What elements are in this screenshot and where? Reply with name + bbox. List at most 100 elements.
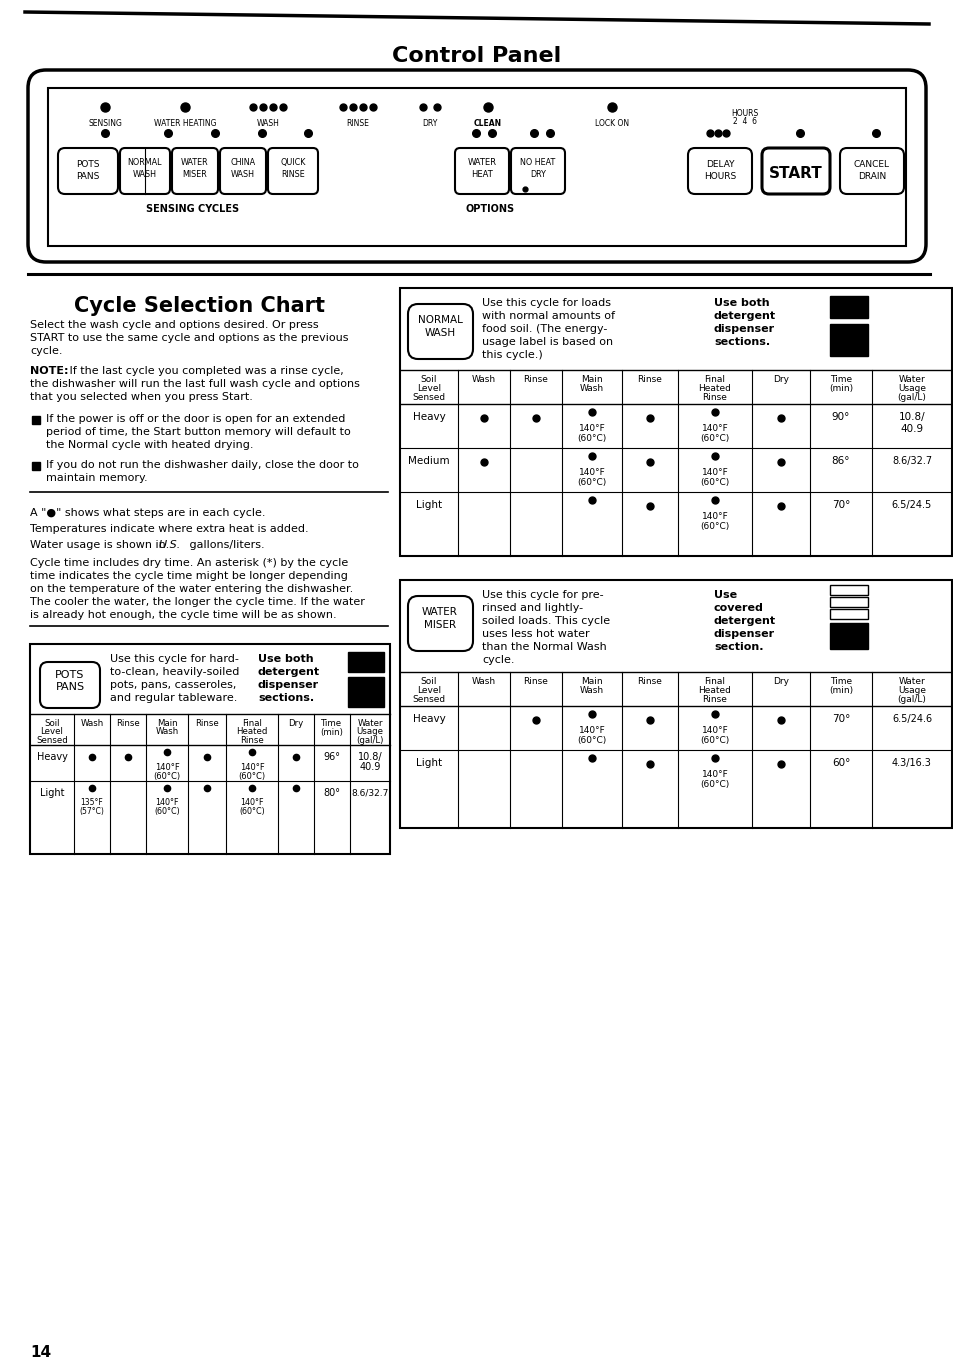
Text: 140°F: 140°F <box>700 512 727 520</box>
FancyBboxPatch shape <box>268 148 317 194</box>
Text: WASH: WASH <box>132 170 157 179</box>
Text: RINSE: RINSE <box>346 120 369 128</box>
Text: MISER: MISER <box>423 620 456 631</box>
Text: U.S.: U.S. <box>158 540 180 550</box>
Text: 80°: 80° <box>323 788 340 798</box>
Bar <box>48 88 905 246</box>
Text: 140°F: 140°F <box>700 424 727 434</box>
Bar <box>829 296 867 318</box>
Text: (60°C): (60°C) <box>577 737 606 745</box>
Text: Rinse: Rinse <box>240 737 264 745</box>
FancyBboxPatch shape <box>408 304 473 359</box>
Text: (60°C): (60°C) <box>700 478 729 487</box>
Text: MISER: MISER <box>182 170 207 179</box>
Text: WATER HEATING: WATER HEATING <box>153 120 216 128</box>
Text: Final: Final <box>703 375 724 385</box>
Text: Rinse: Rinse <box>701 393 727 402</box>
Text: Heated: Heated <box>698 686 731 694</box>
Text: 70°: 70° <box>831 500 849 510</box>
Text: 70°: 70° <box>831 713 849 724</box>
Text: 2  4  6: 2 4 6 <box>732 117 757 126</box>
Text: the Normal cycle with heated drying.: the Normal cycle with heated drying. <box>46 440 253 450</box>
Text: gallons/liters.: gallons/liters. <box>186 540 264 550</box>
Text: Main: Main <box>156 719 177 728</box>
Text: 60°: 60° <box>831 758 849 768</box>
Text: Medium: Medium <box>408 457 450 466</box>
Text: the dishwasher will run the last full wash cycle and options: the dishwasher will run the last full wa… <box>30 379 359 389</box>
Bar <box>348 677 384 707</box>
Text: The cooler the water, the longer the cycle time. If the water: The cooler the water, the longer the cyc… <box>30 597 364 607</box>
Text: NOTE:: NOTE: <box>30 366 69 376</box>
Text: NORMAL: NORMAL <box>128 158 162 167</box>
Text: Time: Time <box>829 375 851 385</box>
Text: 140°F: 140°F <box>578 424 605 434</box>
Text: 140°F: 140°F <box>578 467 605 477</box>
Text: cycle.: cycle. <box>30 347 63 356</box>
FancyBboxPatch shape <box>58 148 118 194</box>
Text: 140°F: 140°F <box>700 726 727 735</box>
Text: 86°: 86° <box>831 457 849 466</box>
Text: (57°C): (57°C) <box>79 807 104 815</box>
Text: Usage: Usage <box>897 686 925 694</box>
Text: dispenser: dispenser <box>713 629 774 639</box>
Text: Rinse: Rinse <box>701 694 727 704</box>
Text: Level: Level <box>416 385 440 393</box>
Bar <box>829 584 867 595</box>
Text: Sensed: Sensed <box>412 694 445 704</box>
Text: (gal/L): (gal/L) <box>897 694 925 704</box>
Text: Wash: Wash <box>579 686 603 694</box>
Text: WASH: WASH <box>256 120 279 128</box>
FancyBboxPatch shape <box>40 662 100 708</box>
Text: Use this cycle for hard-: Use this cycle for hard- <box>110 654 238 665</box>
Text: A "●" shows what steps are in each cycle.: A "●" shows what steps are in each cycle… <box>30 508 265 518</box>
Text: covered: covered <box>713 603 763 613</box>
Text: Temperatures indicate where extra heat is added.: Temperatures indicate where extra heat i… <box>30 525 309 534</box>
Text: Use both: Use both <box>713 298 769 308</box>
Text: Usage: Usage <box>356 727 383 737</box>
Bar <box>399 288 951 556</box>
Text: dispenser: dispenser <box>713 323 774 334</box>
Text: SENSING: SENSING <box>88 120 122 128</box>
Text: (60°C): (60°C) <box>153 772 180 781</box>
Bar <box>829 622 867 650</box>
Text: (60°C): (60°C) <box>577 434 606 443</box>
Text: POTS: POTS <box>55 670 85 680</box>
Text: uses less hot water: uses less hot water <box>481 629 589 639</box>
Text: Main: Main <box>580 677 602 686</box>
Text: 140°F: 140°F <box>578 726 605 735</box>
Text: Rinse: Rinse <box>116 719 140 728</box>
Text: (min): (min) <box>320 727 343 737</box>
Text: NORMAL: NORMAL <box>417 315 462 325</box>
Text: Cycle time includes dry time. An asterisk (*) by the cycle: Cycle time includes dry time. An asteris… <box>30 559 348 568</box>
FancyBboxPatch shape <box>28 71 925 262</box>
Text: Light: Light <box>416 758 441 768</box>
Bar <box>829 323 867 356</box>
Text: WASH: WASH <box>231 170 254 179</box>
Text: food soil. (The energy-: food soil. (The energy- <box>481 323 607 334</box>
Text: OPTIONS: OPTIONS <box>465 204 514 213</box>
Bar <box>399 580 951 828</box>
Text: (60°C): (60°C) <box>577 478 606 487</box>
Text: Level: Level <box>41 727 63 737</box>
Text: Usage: Usage <box>897 385 925 393</box>
Text: 40.9: 40.9 <box>900 424 923 434</box>
Text: Rinse: Rinse <box>523 677 548 686</box>
Text: WATER: WATER <box>467 158 496 167</box>
Text: WATER: WATER <box>421 607 457 617</box>
Text: Heavy: Heavy <box>36 752 68 762</box>
Text: Sensed: Sensed <box>36 737 68 745</box>
Text: 10.8/: 10.8/ <box>357 752 382 762</box>
Text: Dry: Dry <box>288 719 303 728</box>
Text: 8.6/32.7: 8.6/32.7 <box>891 457 931 466</box>
Text: Heavy: Heavy <box>413 713 445 724</box>
Text: Use: Use <box>713 590 737 601</box>
Text: PANS: PANS <box>76 173 99 181</box>
Text: sections.: sections. <box>713 337 769 347</box>
FancyBboxPatch shape <box>220 148 266 194</box>
Text: DRY: DRY <box>422 120 437 128</box>
FancyBboxPatch shape <box>455 148 509 194</box>
Text: Use this cycle for loads: Use this cycle for loads <box>481 298 610 308</box>
Text: than the Normal Wash: than the Normal Wash <box>481 641 606 652</box>
Text: with normal amounts of: with normal amounts of <box>481 311 615 321</box>
Text: (60°C): (60°C) <box>700 434 729 443</box>
